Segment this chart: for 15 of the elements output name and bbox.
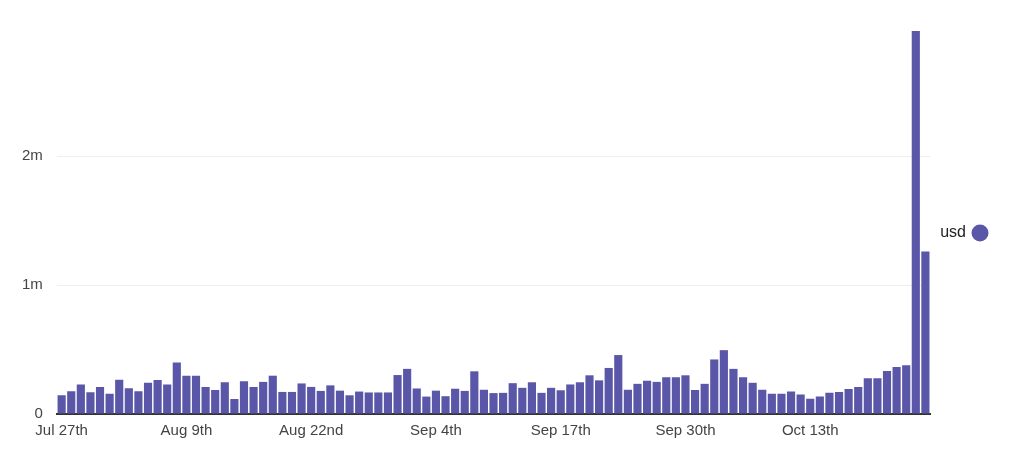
x-tick-label: Jul 27th (35, 421, 88, 439)
x-tick-label: Sep 30th (655, 421, 716, 439)
x-tick-label: Sep 4th (410, 421, 462, 439)
bar (882, 371, 892, 414)
y-tick-label: 2m (21, 146, 43, 164)
legend-label: usd (940, 223, 966, 241)
y-tick-label: 0 (34, 404, 43, 422)
x-tick-label: Aug 9th (160, 421, 213, 439)
bar (191, 375, 201, 414)
x-tick-label: Sep 17th (530, 421, 591, 439)
bar (143, 382, 153, 414)
y-tick-label: 1m (21, 275, 43, 293)
bar (239, 381, 249, 414)
x-tick-label: Oct 13th (781, 421, 839, 439)
x-tick-label: Aug 22nd (279, 421, 344, 439)
